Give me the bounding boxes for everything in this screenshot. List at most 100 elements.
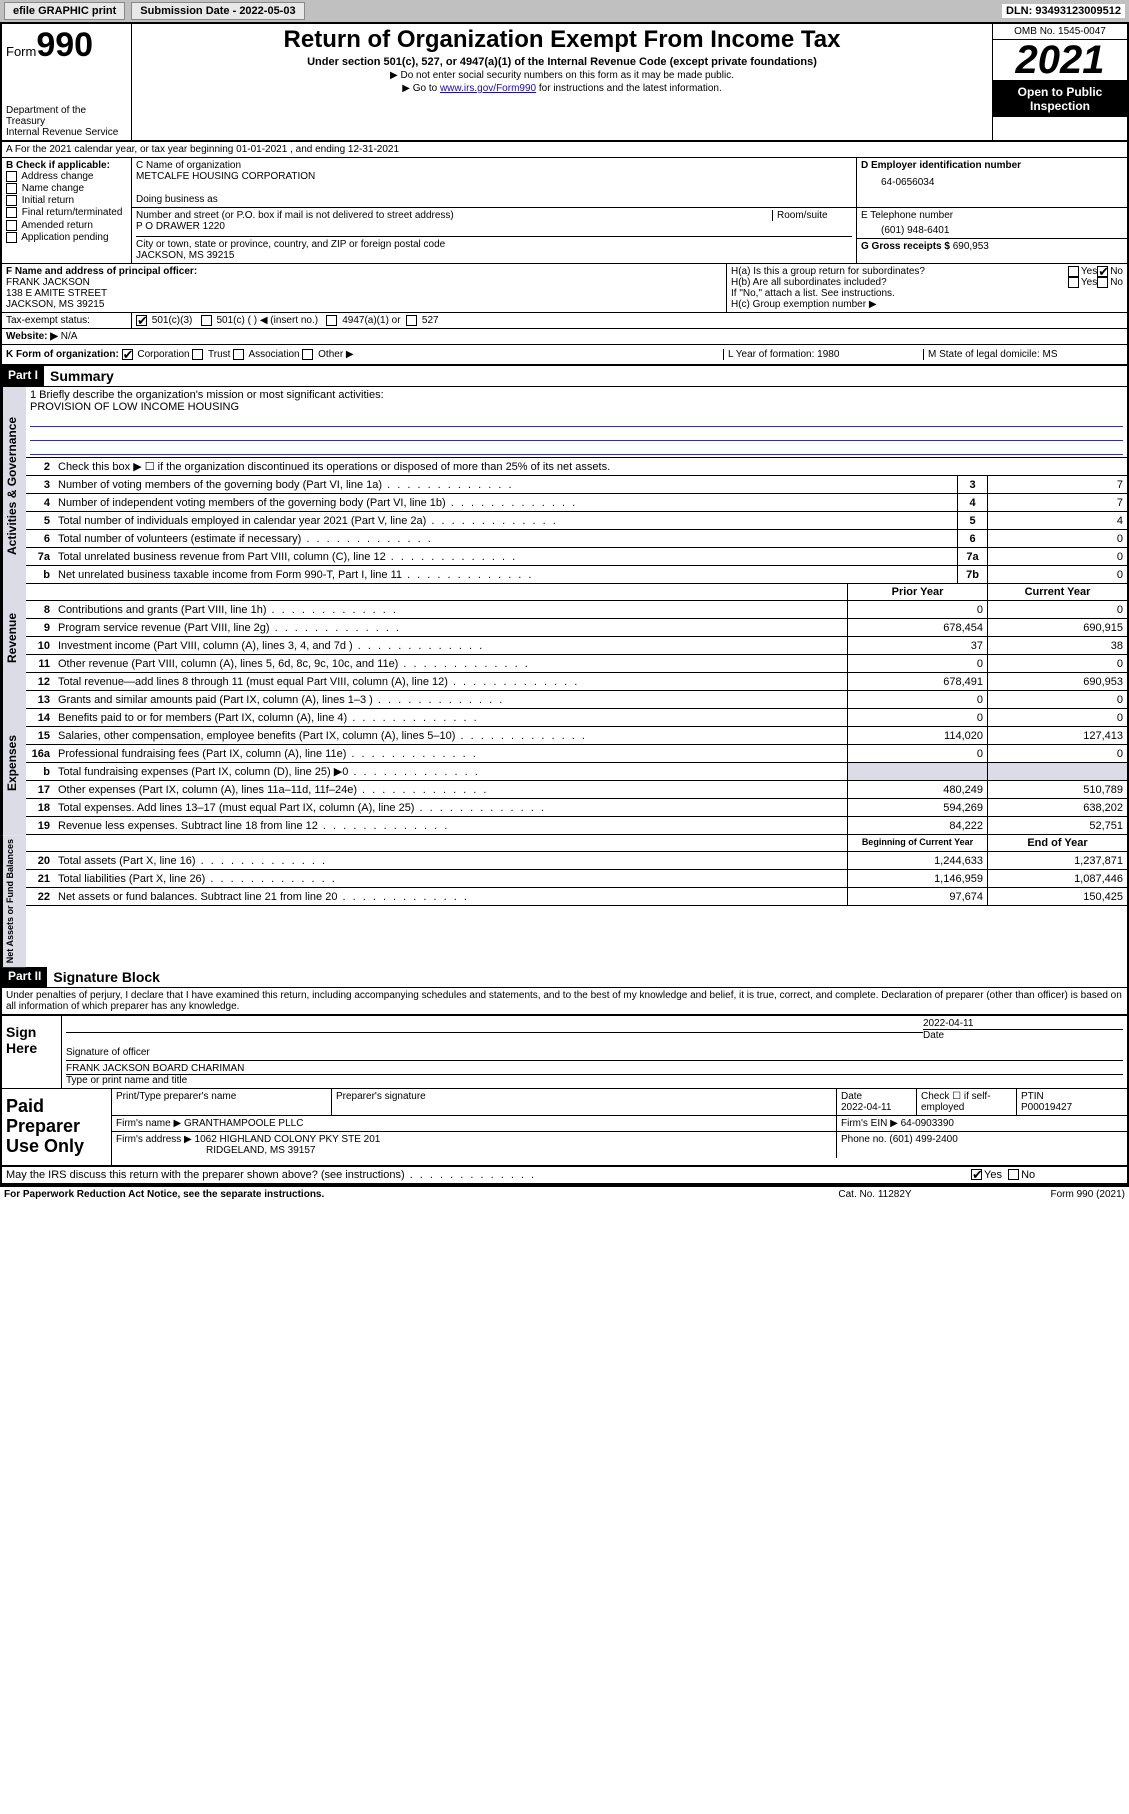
hb-note: If "No," attach a list. See instructions… [731,288,1123,299]
state-domicile: M State of legal domicile: MS [923,349,1123,360]
firm-addr1: 1062 HIGHLAND COLONY PKY STE 201 [195,1134,381,1145]
ein-label: D Employer identification number [861,160,1123,171]
table-row: 22Net assets or fund balances. Subtract … [26,888,1127,906]
colb-checkbox-item[interactable]: Initial return [6,195,127,206]
begin-year-hdr: Beginning of Current Year [847,835,987,851]
no-label: No [1110,266,1123,277]
dept-label: Department of the Treasury Internal Reve… [6,105,127,138]
preparer-name-hdr: Print/Type preparer's name [112,1089,332,1115]
part1-title: Summary [44,366,120,386]
part2-badge: Part II [2,967,47,987]
trust-label: Trust [208,349,230,360]
ha-no-checkbox[interactable] [1097,266,1108,277]
row-klm: K Form of organization: Corporation Trus… [2,345,1127,366]
colb-checkbox-item[interactable]: Application pending [6,232,127,243]
discuss-yes-checkbox[interactable] [971,1169,982,1180]
addr-value: P O DRAWER 1220 [136,221,852,232]
form-prefix: Form [6,44,36,59]
sign-here-label: Sign Here [2,1016,62,1088]
colb-checkbox-item[interactable]: Address change [6,171,127,182]
table-row: 4Number of independent voting members of… [26,494,1127,512]
table-row: 9Program service revenue (Part VIII, lin… [26,619,1127,637]
table-row: 13Grants and similar amounts paid (Part … [26,691,1127,709]
firm-ein: 64-0903390 [901,1118,954,1129]
table-row: 20Total assets (Part X, line 16)1,244,63… [26,852,1127,870]
sign-date-label: Date [923,1029,1123,1041]
hb-no-checkbox[interactable] [1097,277,1108,288]
col-b-label: B Check if applicable: [6,160,127,171]
ha-label: H(a) Is this a group return for subordin… [731,266,1068,277]
header-left: Form990 Department of the Treasury Inter… [2,24,132,140]
colb-checkbox-item[interactable]: Name change [6,183,127,194]
city-value: JACKSON, MS 39215 [136,250,852,261]
corp-label: Corporation [137,349,189,360]
other-checkbox[interactable] [302,349,313,360]
efile-button[interactable]: efile GRAPHIC print [4,2,125,20]
line2-desc: Check this box ▶ ☐ if the organization d… [54,460,1127,473]
phone-label: E Telephone number [861,210,1123,221]
table-row: 21Total liabilities (Part X, line 26)1,1… [26,870,1127,888]
col-headers-net: Beginning of Current Year End of Year [26,835,1127,852]
row-fh: F Name and address of principal officer:… [2,264,1127,313]
501c-checkbox[interactable] [201,315,212,326]
sig-officer-label: Signature of officer [66,1032,923,1058]
l-label: L Year of formation: [728,349,814,360]
527-label: 527 [422,315,439,326]
note-pre: ▶ Go to [402,83,440,94]
hb-yes-checkbox[interactable] [1068,277,1079,288]
m-value: MS [1043,349,1058,360]
signer-name: FRANK JACKSON BOARD CHARIMAN [66,1063,1123,1074]
trust-checkbox[interactable] [192,349,203,360]
section-bcd: B Check if applicable: Address change Na… [2,158,1127,264]
prep-date-val: 2022-04-11 [841,1102,891,1113]
ein-value: 64-0656034 [861,171,1123,188]
501c3-checkbox[interactable] [136,315,147,326]
col-b-checkboxes: B Check if applicable: Address change Na… [2,158,132,263]
open-to-public: Open to Public Inspection [993,81,1127,117]
ha-yes-checkbox[interactable] [1068,266,1079,277]
officer-addr1: 138 E AMITE STREET [6,288,722,299]
line-2: 2Check this box ▶ ☐ if the organization … [26,458,1127,476]
tax-status-label: Tax-exempt status: [2,313,132,328]
corp-checkbox[interactable] [122,349,133,360]
form-subtitle: Under section 501(c), 527, or 4947(a)(1)… [138,56,986,68]
table-row: 5Total number of individuals employed in… [26,512,1127,530]
501c3-label: 501(c)(3) [152,315,193,326]
k-label: K Form of organization: [6,349,119,360]
vtab-governance: Activities & Governance [2,387,26,584]
assoc-checkbox[interactable] [233,349,244,360]
ptin-val: P00019427 [1021,1102,1072,1113]
ein-block: D Employer identification number 64-0656… [857,158,1127,208]
form-header: Form990 Department of the Treasury Inter… [2,24,1127,142]
table-row: 7aTotal unrelated business revenue from … [26,548,1127,566]
mission-q: 1 Briefly describe the organization's mi… [30,389,1123,401]
prior-year-hdr: Prior Year [847,584,987,600]
submission-date-button[interactable]: Submission Date - 2022-05-03 [131,2,304,20]
form-990: Form990 Department of the Treasury Inter… [0,22,1129,1187]
table-row: 15Salaries, other compensation, employee… [26,727,1127,745]
col-cd: C Name of organization METCALFE HOUSING … [132,158,1127,263]
irs-link[interactable]: www.irs.gov/Form990 [440,83,536,94]
toolbar: efile GRAPHIC print Submission Date - 20… [0,0,1129,22]
cat-no: Cat. No. 11282Y [775,1189,975,1200]
hc-label: H(c) Group exemption number ▶ [731,299,1123,310]
4947-checkbox[interactable] [326,315,337,326]
table-row: 8Contributions and grants (Part VIII, li… [26,601,1127,619]
paid-preparer-row: Paid Preparer Use Only Print/Type prepar… [2,1089,1127,1166]
address-block: Number and street (or P.O. box if mail i… [132,208,857,263]
part1-badge: Part I [2,366,44,386]
527-checkbox[interactable] [406,315,417,326]
colb-checkbox-item[interactable]: Amended return [6,220,127,231]
vtab-revenue: Revenue [2,584,26,691]
officer-block: F Name and address of principal officer:… [2,264,727,312]
table-row: 19Revenue less expenses. Subtract line 1… [26,817,1127,835]
firm-addr-label: Firm's address ▶ [116,1134,192,1145]
note-ssn: ▶ Do not enter social security numbers o… [138,70,986,81]
discuss-no-checkbox[interactable] [1008,1169,1019,1180]
note-post: for instructions and the latest informat… [536,83,722,94]
website-value: N/A [61,331,78,342]
section-expenses: Expenses 13Grants and similar amounts pa… [2,691,1127,835]
dln-label: DLN: 93493123009512 [1002,4,1125,18]
colb-checkbox-item[interactable]: Final return/terminated [6,207,127,218]
preparer-sig-hdr: Preparer's signature [332,1089,837,1115]
